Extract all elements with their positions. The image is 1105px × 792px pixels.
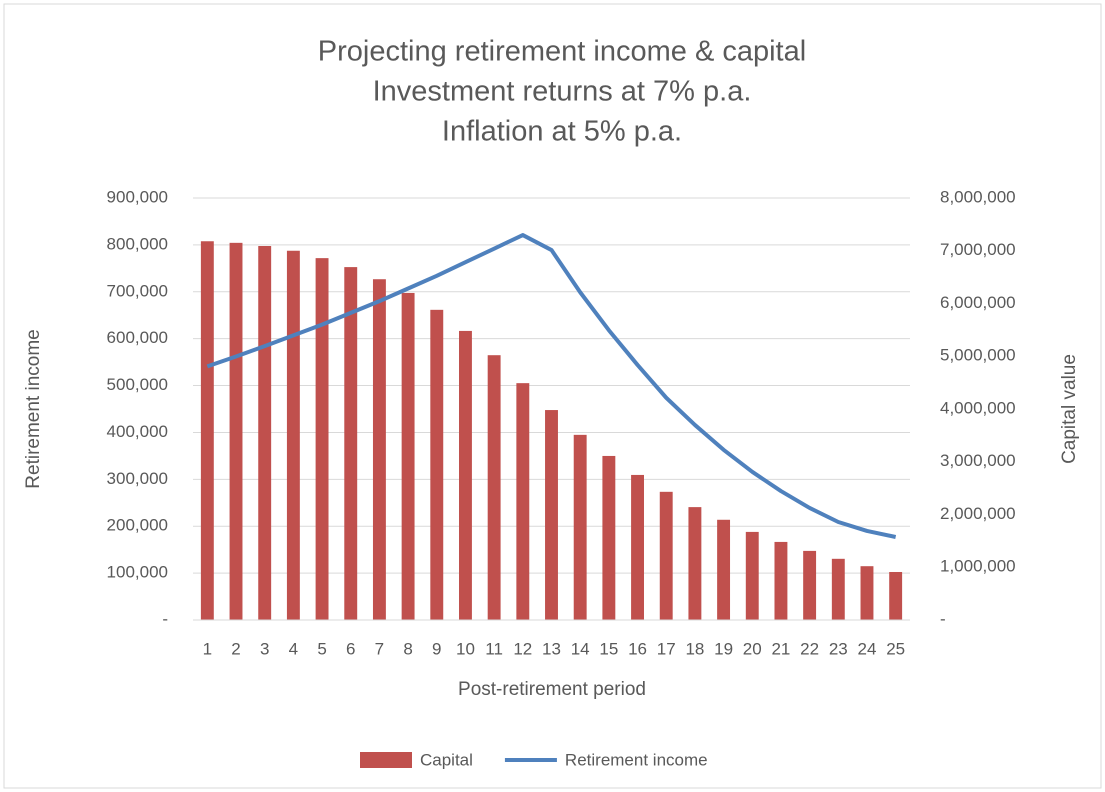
bar — [545, 410, 558, 620]
y2-tick-label: 5,000,000 — [940, 346, 1016, 365]
x-tick-label: 9 — [432, 639, 441, 658]
y2-tick-label: 2,000,000 — [940, 504, 1016, 523]
x-axis-title: Post-retirement period — [458, 679, 646, 700]
line — [206, 233, 897, 539]
y-tick-label: 700,000 — [107, 281, 168, 300]
x-tick-label: 18 — [685, 639, 704, 658]
x-tick-label: 6 — [346, 639, 355, 658]
legend-label: Retirement income — [565, 750, 708, 769]
y-tick-label: 300,000 — [107, 469, 168, 488]
bar — [889, 571, 903, 620]
legend-label: Capital — [420, 750, 473, 769]
bar — [573, 434, 587, 620]
legend-swatch — [360, 752, 412, 768]
chart-border — [3, 3, 1102, 789]
bar — [315, 258, 329, 620]
y-tick-label: 500,000 — [107, 375, 168, 394]
x-tick-label: 11 — [485, 639, 503, 658]
x-tick-label: 16 — [628, 639, 647, 658]
y2-tick-label: 1,000,000 — [940, 557, 1016, 576]
bar — [688, 507, 702, 620]
x-tick-label: 13 — [542, 639, 561, 658]
bar — [860, 566, 874, 620]
x-tick-label: 21 — [771, 639, 790, 658]
y-axis-title: Retirement income — [23, 329, 44, 488]
x-tick-label: 15 — [599, 639, 618, 658]
y-tick-label: 900,000 — [107, 187, 168, 206]
y-tick-label: 800,000 — [107, 234, 168, 253]
y-tick-label: 400,000 — [107, 422, 168, 441]
x-tick-label: 4 — [289, 639, 298, 658]
y-tick-label: 600,000 — [107, 328, 168, 347]
bar — [803, 550, 817, 620]
y2-tick-label: 8,000,000 — [940, 187, 1016, 206]
bar — [487, 355, 501, 620]
y2-tick-label: 4,000,000 — [940, 398, 1016, 417]
x-tick-label: 25 — [886, 639, 905, 658]
y-tick-label: 100,000 — [107, 563, 168, 582]
bar — [372, 279, 386, 620]
x-tick-label: 23 — [829, 639, 848, 658]
y2-axis-title: Capital value — [1059, 354, 1080, 464]
y2-tick-label: 3,000,000 — [940, 451, 1016, 470]
x-tick-label: 2 — [231, 639, 240, 658]
x-tick-label: 10 — [456, 639, 475, 658]
bar — [229, 242, 243, 620]
bar — [516, 383, 530, 620]
x-tick-label: 20 — [743, 639, 762, 658]
x-tick-label: 22 — [800, 639, 819, 658]
bar — [344, 267, 358, 620]
chart-title: Projecting retirement income & capital — [318, 36, 806, 68]
bar — [200, 241, 214, 620]
chart-subtitle: Investment returns at 7% p.a. — [373, 76, 752, 108]
bar — [831, 558, 845, 620]
chart-subtitle: Inflation at 5% p.a. — [442, 116, 682, 148]
y2-tick-label: 6,000,000 — [940, 293, 1016, 312]
x-tick-label: 3 — [260, 639, 269, 658]
x-tick-label: 24 — [858, 639, 877, 658]
bar — [258, 246, 272, 620]
bar — [631, 474, 644, 620]
x-tick-label: 19 — [714, 639, 733, 658]
x-tick-label: 12 — [513, 639, 532, 658]
x-tick-label: 17 — [657, 639, 676, 658]
bar — [659, 491, 673, 620]
bar — [774, 541, 788, 620]
bar — [286, 250, 300, 620]
y2-tick-label: 7,000,000 — [940, 240, 1016, 259]
x-tick-label: 7 — [375, 639, 384, 658]
bar — [717, 519, 731, 620]
bar — [401, 292, 415, 620]
bar — [602, 455, 616, 620]
x-tick-label: 8 — [403, 639, 412, 658]
bar — [459, 330, 472, 620]
y-tick-label: 200,000 — [107, 516, 168, 535]
bar — [745, 531, 759, 620]
x-tick-label: 14 — [571, 639, 590, 658]
bar — [430, 309, 444, 620]
y-tick-label: - — [162, 609, 168, 628]
y2-tick-label: - — [940, 609, 946, 628]
x-tick-label: 5 — [317, 639, 326, 658]
x-tick-label: 1 — [203, 639, 212, 658]
